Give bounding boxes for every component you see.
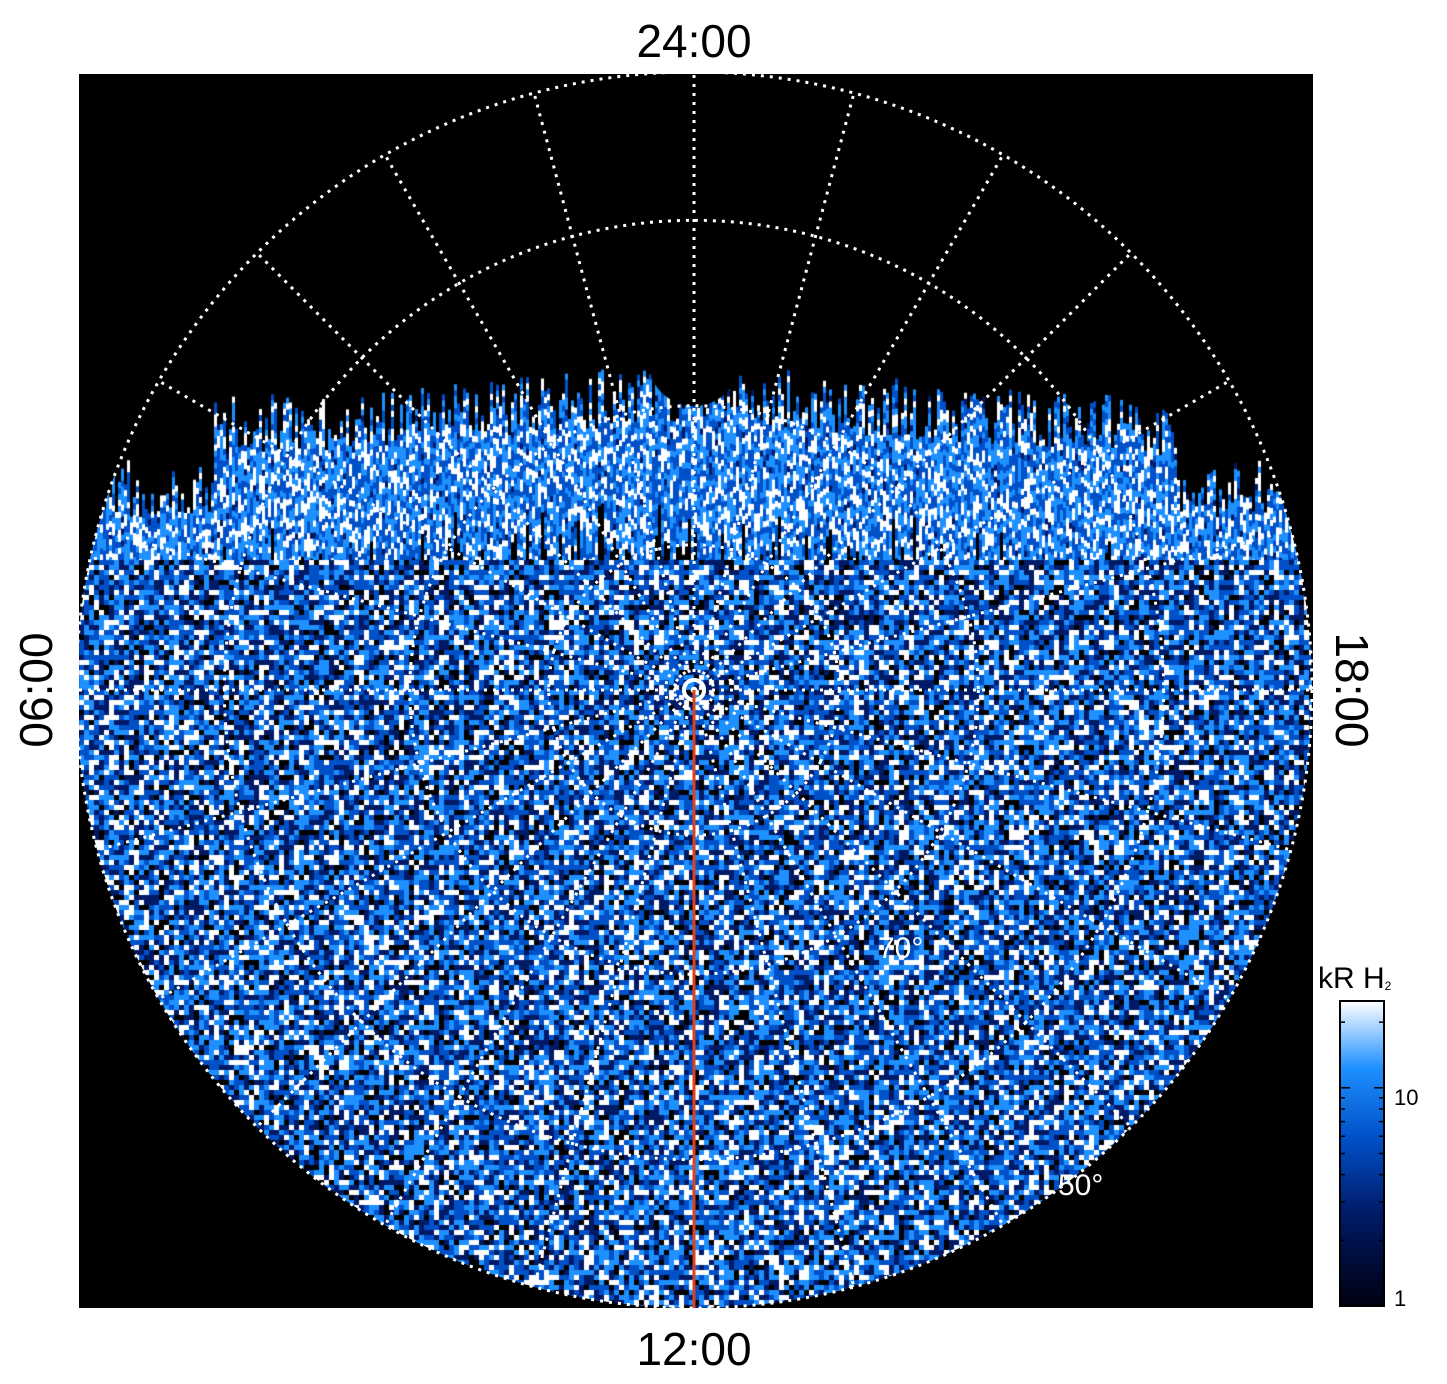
latitude-label-50: 50°: [1058, 1169, 1103, 1202]
latitude-circle-0: [79, 74, 1313, 1308]
colorbar-unit-label: kR H2: [1318, 962, 1392, 995]
meridian-16: [158, 688, 695, 1001]
colorbar-tick-1: 1: [1394, 1286, 1407, 1311]
meridian-10: [692, 689, 1005, 1226]
latitude-label-70: 70°: [878, 932, 923, 965]
meridian-1: [692, 92, 856, 691]
meridian-22: [383, 154, 696, 691]
meridian-7: [693, 688, 1292, 852]
latitude-circle-2: [408, 404, 980, 976]
meridian-20: [158, 379, 695, 692]
meridian-14: [383, 689, 696, 1226]
meridian-15: [255, 688, 696, 1129]
meridian-4: [693, 379, 1230, 692]
meridian-2: [692, 154, 1005, 691]
meridian-13: [532, 689, 696, 1288]
local-time-12-label: 12:00: [636, 1323, 752, 1375]
meridian-11: [692, 689, 856, 1288]
meridian-19: [96, 528, 695, 692]
meridian-3: [692, 251, 1133, 692]
meridian-8: [693, 688, 1230, 1001]
meridian-23: [532, 92, 696, 691]
meridian-5: [693, 528, 1292, 692]
colorbar: [1339, 1000, 1385, 1307]
meridian-9: [692, 688, 1133, 1129]
lat-lon-grid: [79, 74, 1313, 1308]
meridian-17: [96, 688, 695, 852]
colorbar-tick-10: 10: [1394, 1085, 1419, 1110]
local-time-24-label: 24:00: [636, 15, 752, 67]
meridian-21: [255, 251, 696, 692]
